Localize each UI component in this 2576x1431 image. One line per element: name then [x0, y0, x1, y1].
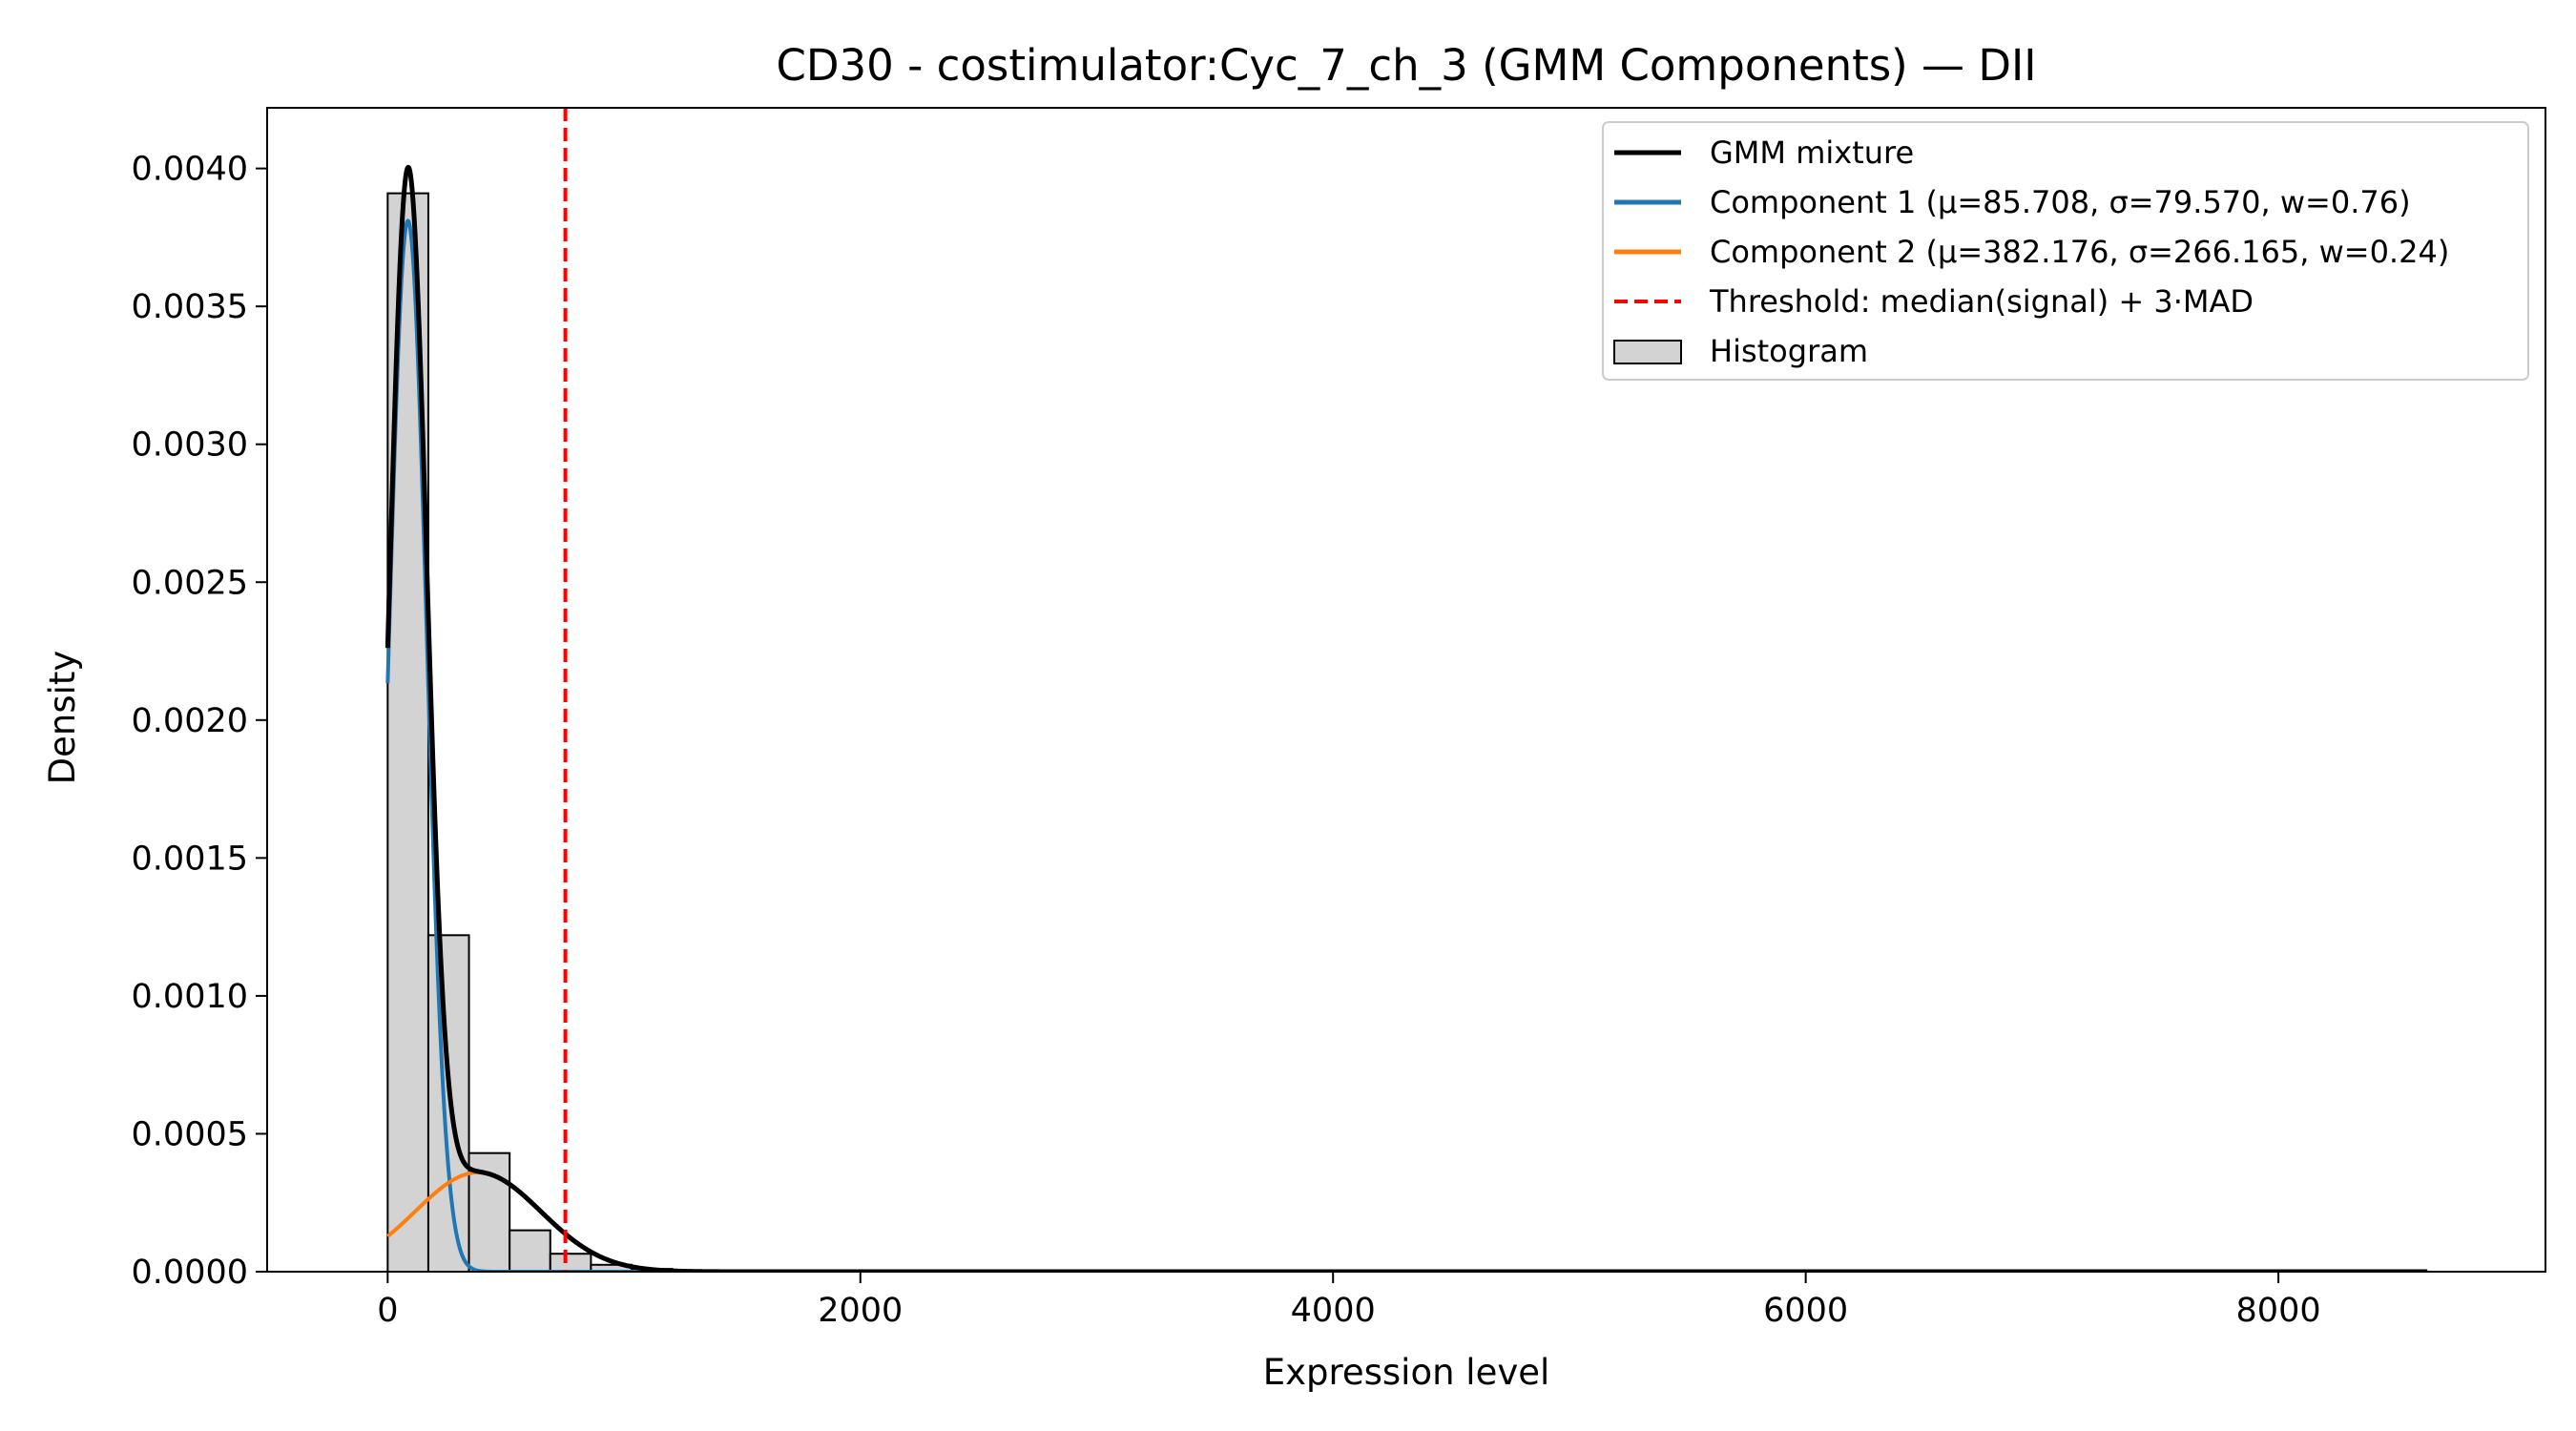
- y-tick-label: 0.0040: [132, 151, 248, 189]
- x-tick-label: 4000: [1291, 1292, 1376, 1330]
- y-tick-label: 0.0010: [132, 978, 248, 1016]
- y-tick-label: 0.0000: [132, 1254, 248, 1292]
- y-tick-label: 0.0015: [132, 840, 248, 878]
- y-axis-label: Density: [42, 651, 83, 785]
- plot-content: [384, 108, 2429, 1272]
- x-tick-label: 8000: [2236, 1292, 2321, 1330]
- y-tick-label: 0.0005: [132, 1115, 248, 1153]
- y-tick-label: 0.0025: [132, 564, 248, 602]
- histogram-bar: [549, 1253, 592, 1272]
- y-tick-label: 0.0020: [132, 702, 248, 740]
- legend-label: Component 1 (μ=85.708, σ=79.570, w=0.76): [1710, 184, 2411, 220]
- axes-frame: [266, 107, 2546, 1273]
- x-tick-label: 2000: [818, 1292, 903, 1330]
- legend-box: [1602, 121, 2529, 381]
- legend-label: Histogram: [1710, 333, 1868, 369]
- y-tick-label: 0.0035: [132, 288, 248, 326]
- x-tick-label: 6000: [1763, 1292, 1848, 1330]
- histogram-bar: [509, 1229, 551, 1272]
- x-axis-label: Expression level: [1263, 1352, 1550, 1393]
- legend: GMM mixture Component 1 (μ=85.708, σ=79.5…: [1602, 121, 2529, 381]
- x-tick-label: 0: [377, 1292, 398, 1330]
- legend-label: Component 2 (μ=382.176, σ=266.165, w=0.2…: [1710, 234, 2449, 270]
- plot-area: [384, 108, 2429, 1272]
- legend-swatch: [1613, 340, 1682, 364]
- legend-label: GMM mixture: [1710, 135, 1914, 171]
- series-line-1: [385, 218, 2428, 1272]
- axes: 0 2000 4000 6000 8000 0.0000 0.0005 0.0010 0.001…: [132, 107, 2546, 1330]
- y-tick-label: 0.0030: [132, 426, 248, 465]
- chart-title: CD30 - costimulator:Cyc_7_ch_3 (GMM Comp…: [776, 40, 2036, 91]
- series-line-0: [384, 164, 2429, 1272]
- legend-label: Threshold: median(signal) + 3·MAD: [1709, 283, 2254, 320]
